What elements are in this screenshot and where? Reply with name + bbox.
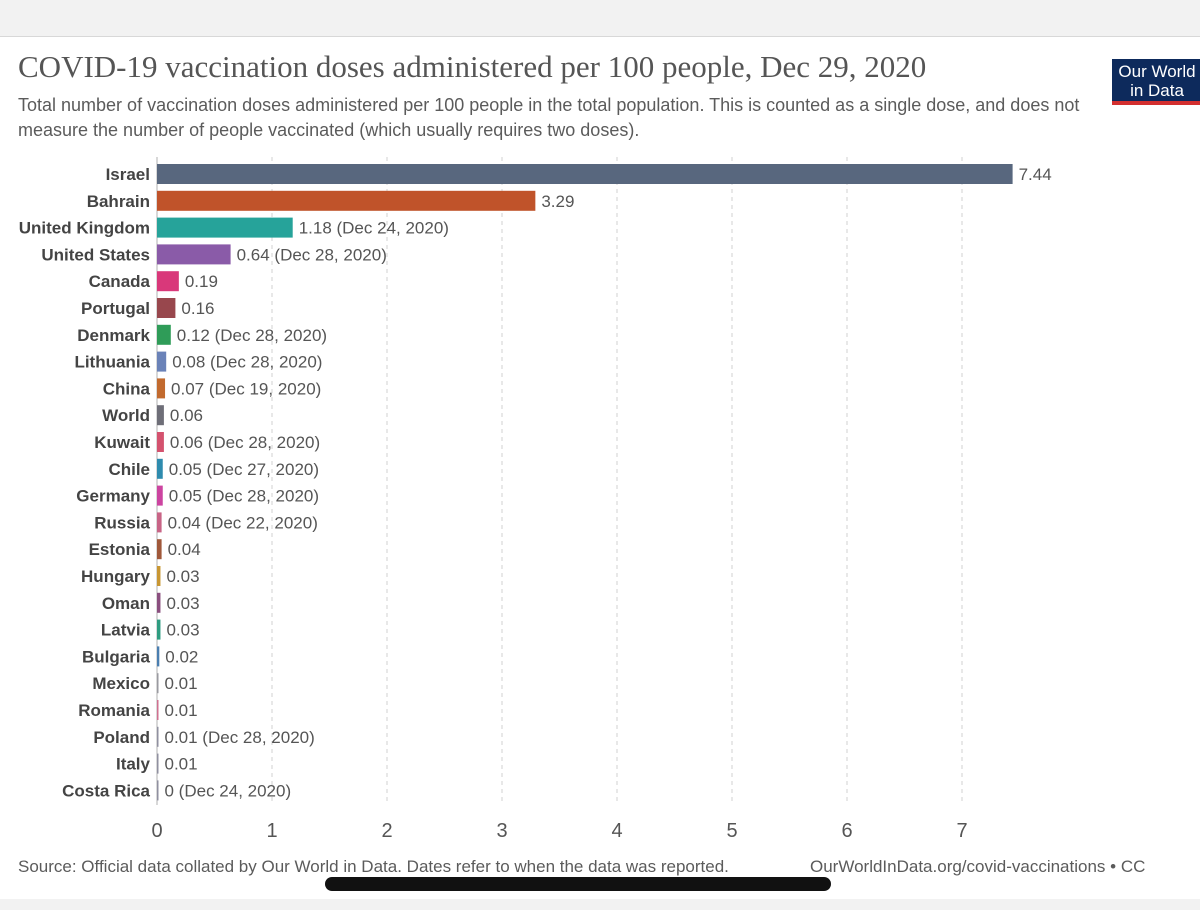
bar: [157, 298, 176, 318]
category-label: Bulgaria: [82, 647, 151, 666]
bar: [157, 190, 536, 211]
bar: [157, 592, 161, 613]
value-label: 0.19: [185, 272, 218, 291]
chart-card: Israel 7.44 Bahrain 3.29 United Kingdom 1.18 …: [0, 36, 1200, 899]
value-label: 0.01 (Dec 28, 2020): [165, 728, 315, 747]
bar: [157, 512, 162, 533]
bar: [157, 405, 164, 426]
x-tick-label: 1: [266, 820, 277, 842]
bar: [157, 566, 161, 586]
category-label: Estonia: [89, 540, 151, 559]
bar: [157, 700, 159, 720]
bar: [157, 539, 162, 560]
value-label: 3.29: [541, 192, 574, 211]
value-label: 0.07 (Dec 19, 2020): [171, 379, 321, 398]
value-label: 0.06: [170, 406, 203, 425]
value-label: 0.03: [166, 621, 199, 640]
category-label: Latvia: [101, 621, 151, 640]
x-tick-label: 4: [611, 820, 622, 842]
value-label: 7.44: [1019, 165, 1052, 184]
category-label: Denmark: [77, 326, 150, 345]
category-label: World: [102, 406, 150, 425]
value-label: 0.12 (Dec 28, 2020): [177, 326, 327, 345]
bar: [157, 673, 159, 694]
category-label: Israel: [106, 165, 150, 184]
value-label: 0.16: [181, 299, 214, 318]
bar: [157, 351, 167, 372]
category-label: Canada: [89, 272, 151, 291]
bar: [157, 378, 166, 399]
category-label: Russia: [94, 513, 150, 532]
value-label: 0.06 (Dec 28, 2020): [170, 433, 320, 452]
grid-lines: [156, 157, 963, 805]
category-label: Hungary: [81, 567, 151, 586]
bar: [157, 217, 293, 238]
x-tick-label: 7: [956, 820, 967, 842]
value-label: 0.04 (Dec 22, 2020): [168, 513, 318, 532]
category-label: Mexico: [92, 674, 150, 693]
bars: Israel 7.44 Bahrain 3.29 United Kingdom 1.18 …: [19, 164, 1052, 801]
category-label: United Kingdom: [19, 219, 150, 238]
category-label: Bahrain: [87, 192, 150, 211]
value-label: 0.64 (Dec 28, 2020): [237, 245, 387, 264]
bar: [157, 244, 231, 265]
source-url[interactable]: OurWorldInData.org/covid-vaccinations • …: [810, 857, 1146, 876]
value-label: 0.04: [168, 540, 201, 559]
bar-chart: Israel 7.44 Bahrain 3.29 United Kingdom 1.18 …: [19, 157, 1052, 842]
bar: [157, 753, 159, 774]
category-label: Costa Rica: [62, 781, 150, 800]
x-axis-ticks: 0 1 2 3 4 5 6 7: [151, 820, 967, 842]
category-label: Romania: [78, 701, 150, 720]
category-label: Portugal: [81, 299, 150, 318]
value-label: 0.02: [165, 647, 198, 666]
category-label: Chile: [108, 460, 150, 479]
value-label: 0.05 (Dec 27, 2020): [169, 460, 319, 479]
value-label: 0.03: [166, 567, 199, 586]
bar: [157, 458, 163, 479]
bar: [157, 646, 160, 667]
category-label: Poland: [93, 728, 150, 747]
bar: [157, 485, 163, 506]
x-tick-label: 3: [496, 820, 507, 842]
category-label: Oman: [102, 594, 150, 613]
value-label: 0.01: [165, 701, 198, 720]
category-label: Lithuania: [74, 353, 150, 372]
bar: [157, 271, 179, 292]
bar: [157, 164, 1013, 184]
value-label: 0.08 (Dec 28, 2020): [172, 353, 322, 372]
chart-subtitle: Total number of vaccination doses admini…: [18, 95, 1080, 140]
value-label: 1.18 (Dec 24, 2020): [299, 219, 449, 238]
logo-line-2: in Data: [1130, 81, 1184, 100]
value-label: 0.03: [166, 594, 199, 613]
logo-line-1: Our World: [1118, 62, 1196, 81]
home-indicator: [325, 877, 831, 891]
bar: [157, 432, 164, 452]
value-label: 0.01: [165, 755, 198, 774]
category-label: Germany: [76, 487, 150, 506]
bar: [157, 780, 159, 801]
source-note: Source: Official data collated by Our Wo…: [18, 857, 729, 876]
value-label: 0 (Dec 24, 2020): [165, 781, 292, 800]
owid-logo[interactable]: Our World in Data: [1112, 59, 1200, 105]
bar: [157, 726, 159, 747]
chart-title: COVID-19 vaccination doses administered …: [18, 49, 927, 84]
x-tick-label: 0: [151, 820, 162, 842]
category-label: Kuwait: [94, 433, 150, 452]
bar: [157, 619, 161, 640]
bar: [157, 324, 171, 345]
x-tick-label: 2: [381, 820, 392, 842]
category-label: United States: [41, 245, 150, 264]
x-tick-label: 5: [726, 820, 737, 842]
category-label: Italy: [116, 755, 151, 774]
x-tick-label: 6: [841, 820, 852, 842]
value-label: 0.01: [165, 674, 198, 693]
category-label: China: [103, 379, 151, 398]
value-label: 0.05 (Dec 28, 2020): [169, 487, 319, 506]
